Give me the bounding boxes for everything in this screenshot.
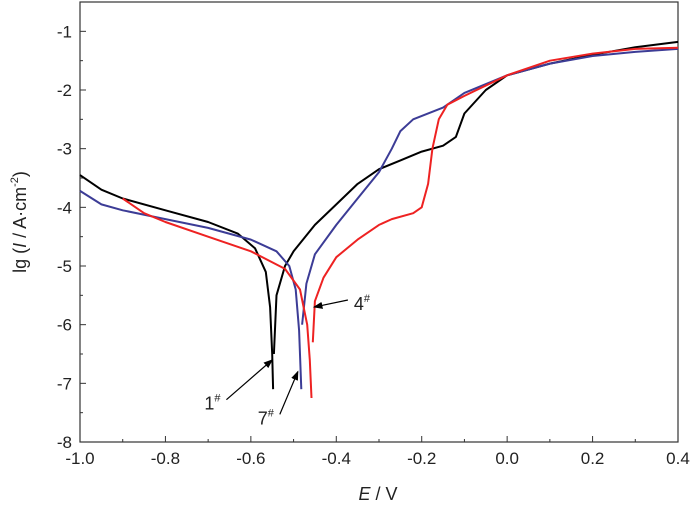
x-tick-label: -1.0: [65, 449, 94, 468]
x-tick-label: 0.2: [581, 449, 605, 468]
series-7-cathodic-line: [79, 190, 303, 390]
y-tick-label: -7: [57, 374, 72, 393]
x-axis-label: E / V: [358, 484, 397, 504]
x-tick-label: -0.2: [407, 449, 436, 468]
x-tick-label: -0.8: [151, 449, 180, 468]
x-tick-label: -0.6: [236, 449, 265, 468]
plot-frame: [79, 1, 679, 443]
y-tick-label: -8: [57, 433, 72, 452]
y-axis-label: lg (I / A·cm-2): [9, 171, 30, 273]
x-tick-label: -0.4: [322, 449, 351, 468]
series-label-1: 1#: [204, 393, 221, 414]
y-tick-label: -5: [57, 257, 72, 276]
series-1-cathodic-line: [79, 174, 275, 390]
series-label-4: 4#: [354, 293, 371, 314]
y-tick-label: -6: [57, 316, 72, 335]
x-tick-label: 0.0: [495, 449, 519, 468]
y-tick-label: -1: [57, 22, 72, 41]
y-tick-label: -3: [57, 140, 72, 159]
x-tick-label: 0.4: [666, 449, 690, 468]
y-tick-label: -2: [57, 81, 72, 100]
series-7-anodic-line: [301, 47, 679, 325]
series-4-cathodic-line: [122, 197, 313, 399]
y-tick-label: -4: [57, 198, 72, 217]
series-label-7: 7#: [258, 407, 275, 428]
label-arrow-7: [279, 370, 299, 415]
label-arrow-1: [226, 359, 274, 401]
series-4-anodic-line: [311, 46, 679, 343]
label-arrow-4: [312, 299, 349, 309]
